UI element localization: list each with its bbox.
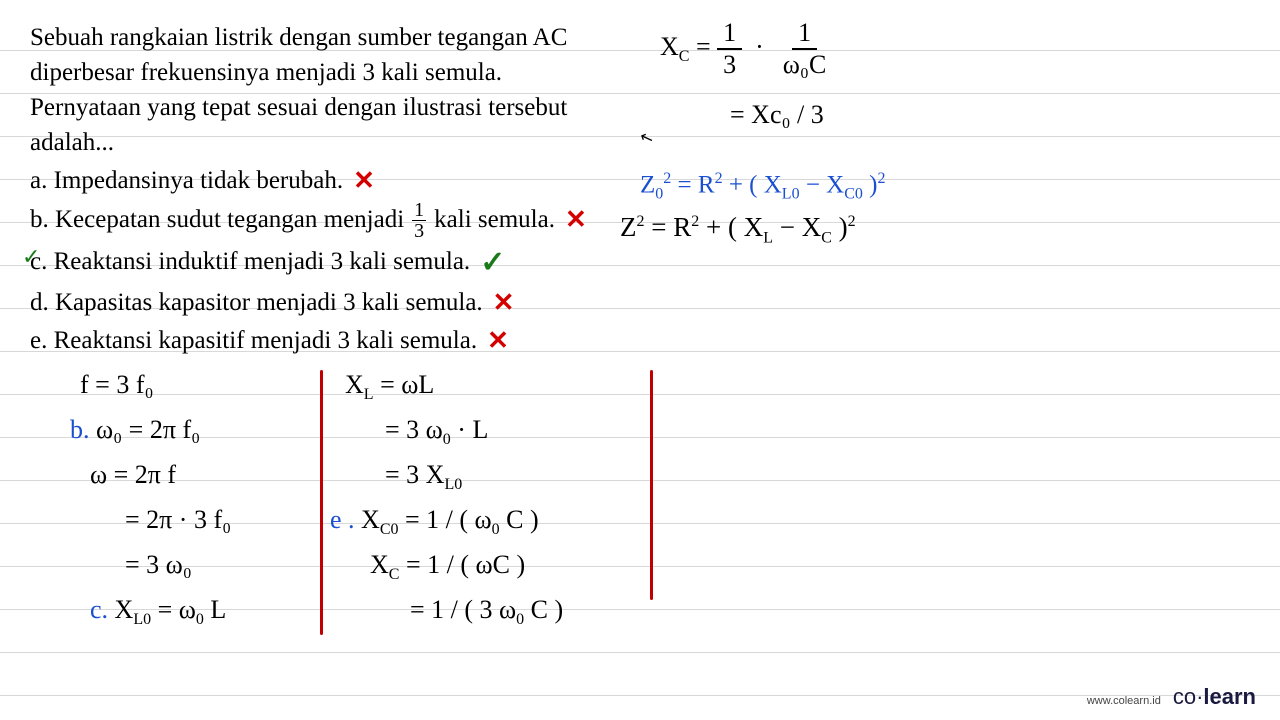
footer-url: www.colearn.id (1087, 695, 1161, 707)
eq-xl0-body: XL0 = ω0 L (115, 595, 227, 624)
question-line-3: Pernyataan yang tepat sesuai dengan ilus… (30, 90, 610, 125)
eq-w-step2: = 3 ω₀ (125, 550, 192, 580)
option-e-text: e. Reaktansi kapasitif menjadi 3 kali se… (30, 323, 477, 359)
option-c: c. Reaktansi induktif menjadi 3 kali sem… (30, 241, 1250, 285)
eq-xc0: e . XC0 = 1 / ( ω0 C ) (330, 505, 539, 539)
frac-den: 3 (412, 221, 426, 241)
eq-xc0-body: XC0 = 1 / ( ω0 C ) (361, 505, 539, 534)
cross-icon: ✕ (487, 322, 509, 360)
option-b-pre: b. Kecepatan sudut tegangan menjadi (30, 202, 404, 238)
question-line-2: diperbesar frekuensinya menjadi 3 kali s… (30, 55, 610, 90)
brand-co: co (1173, 684, 1196, 709)
vertical-divider-red-2 (650, 370, 653, 600)
eq-w: ω = 2π f (90, 460, 176, 490)
cross-icon: ✕ (353, 162, 375, 200)
label-e: e . (330, 505, 361, 534)
eq-xl-step2: = 3 XL0 (385, 460, 462, 494)
page-content: Sebuah rangkaian listrik dengan sumber t… (0, 0, 1280, 380)
option-c-text: c. Reaktansi induktif menjadi 3 kali sem… (30, 244, 470, 280)
option-a-text: a. Impedansinya tidak berubah. (30, 163, 343, 199)
label-b: b. (70, 415, 96, 444)
brand-learn: learn (1203, 684, 1256, 709)
eq-w-step1: = 2π · 3 f₀ (125, 505, 231, 535)
cross-icon: ✕ (493, 284, 515, 322)
option-b: b. Kecepatan sudut tegangan menjadi 1 3 … (30, 200, 1250, 241)
question-text: Sebuah rangkaian listrik dengan sumber t… (30, 20, 610, 160)
frac-num: 1 (412, 200, 426, 221)
fraction-one-third: 1 3 (412, 200, 426, 241)
option-e: e. Reaktansi kapasitif menjadi 3 kali se… (30, 322, 1250, 360)
option-d: d. Kapasitas kapasitor menjadi 3 kali se… (30, 284, 1250, 322)
brand-logo: co·learn (1173, 684, 1256, 710)
eq-xc: XC = 1 / ( ωC ) (370, 550, 525, 584)
eq-xl0: c. XL0 = ω0 L (90, 595, 226, 629)
question-line-1: Sebuah rangkaian listrik dengan sumber t… (30, 20, 610, 55)
option-d-text: d. Kapasitas kapasitor menjadi 3 kali se… (30, 285, 483, 321)
options-list: a. Impedansinya tidak berubah. ✕ b. Kece… (30, 162, 1250, 360)
check-icon: ✓ (480, 241, 505, 285)
label-c: c. (90, 595, 115, 624)
cross-icon: ✕ (565, 201, 587, 239)
question-line-4: adalah... (30, 125, 610, 160)
eq-w0: b. ω₀ = 2π f₀ (70, 415, 200, 445)
eq-xc-step: = 1 / ( 3 ω0 C ) (410, 595, 563, 629)
vertical-divider-red (320, 370, 323, 635)
footer: www.colearn.id co·learn (1087, 684, 1256, 710)
eq-xl-step1: = 3 ω0 · L (385, 415, 488, 449)
eq-w0-body: ω₀ = 2π f₀ (96, 415, 200, 444)
option-a: a. Impedansinya tidak berubah. ✕ (30, 162, 1250, 200)
option-b-post: kali semula. (434, 202, 555, 238)
